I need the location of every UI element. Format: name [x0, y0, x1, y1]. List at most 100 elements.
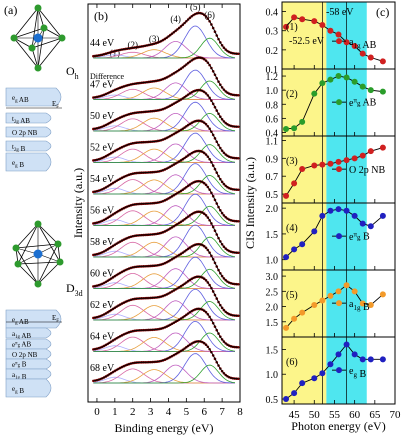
series-marker: [343, 207, 350, 214]
series-marker: [291, 125, 298, 132]
series-marker: [319, 80, 326, 87]
spectrum-energy-label: 62 eV: [90, 300, 115, 311]
energy-level-label: eπg B: [12, 361, 27, 369]
series-marker: [327, 292, 334, 299]
total-fit-line: [93, 12, 239, 57]
data-point: [236, 156, 240, 160]
data-point: [236, 52, 240, 56]
difference-label: Difference: [90, 72, 125, 81]
fermi-level-label: EF: [52, 314, 59, 324]
spectrum-energy-label: 68 eV: [90, 363, 115, 374]
series-marker: [367, 302, 374, 309]
energy-level-label: eg B: [12, 159, 24, 169]
y-tick-label: 0.8: [266, 100, 279, 111]
series-marker: [343, 341, 350, 348]
oxygen-atom: [34, 4, 42, 12]
energy-level-shape: [5, 327, 52, 339]
panel-a-label: (a): [4, 3, 17, 17]
y-tick-label: 2.5: [266, 287, 279, 298]
legend-label: eπg AB: [349, 97, 377, 110]
series-marker: [367, 148, 374, 155]
spectrum-group: 62 eV: [90, 275, 240, 321]
spectrum-energy-label: 54 eV: [90, 174, 115, 185]
octahedron-edge: [15, 243, 59, 249]
panel-c-label: (c): [376, 5, 389, 19]
series-marker: [359, 356, 366, 363]
series-marker: [311, 375, 318, 382]
series-marker: [351, 43, 358, 50]
series-marker: [311, 302, 318, 309]
energy-level-shape: [5, 152, 52, 172]
spectrum-group: 56 eV: [90, 179, 240, 226]
energy-level-label: a1g B: [12, 371, 27, 381]
octahedron-oh: [10, 4, 66, 72]
series-marker: [335, 31, 342, 38]
legend-label: O 2p NB: [349, 165, 385, 176]
series-marker: [335, 206, 342, 213]
series-marker: [359, 300, 366, 307]
energy-level-label: eg B: [12, 385, 24, 395]
fit-component-6: [93, 112, 236, 132]
x-tick-label: 45: [289, 409, 301, 421]
x-tick-label: 2: [130, 406, 136, 418]
fit-component-6: [93, 80, 236, 100]
energy-level-shape: [5, 112, 52, 124]
fit-component-5: [93, 101, 235, 132]
series-marker: [319, 21, 326, 28]
peak-label: (5): [190, 2, 201, 12]
octahedron-edge: [17, 223, 39, 265]
x-tick-label: 7: [219, 406, 225, 418]
y-tick-label: 3.0: [266, 272, 279, 283]
fit-component-6: [93, 364, 236, 384]
total-fit-line: [93, 89, 239, 130]
peak-label: (1): [110, 48, 121, 58]
series-marker: [319, 370, 326, 377]
series-marker: [283, 192, 290, 199]
series-marker: [359, 152, 366, 159]
oxygen-atom: [10, 34, 18, 42]
legend-label: a1g B: [349, 299, 370, 313]
legend-label: a1g AB: [349, 37, 377, 51]
series-marker: [367, 223, 374, 230]
subplot-tag: (4): [286, 223, 298, 234]
series-marker: [335, 351, 342, 358]
energy-level-label: t2g AB: [12, 115, 30, 125]
total-fit-line: [93, 276, 239, 319]
data-point: [236, 93, 240, 97]
series-marker: [327, 361, 334, 368]
series-marker: [327, 160, 334, 167]
oxygen-atom: [34, 280, 42, 288]
series-marker: [379, 144, 386, 151]
legend-marker: [336, 233, 342, 240]
total-fit-line: [93, 243, 239, 287]
spectrum-energy-label: 44 eV: [90, 38, 115, 49]
series-marker: [327, 27, 334, 34]
series-marker: [319, 161, 326, 168]
annotation-52-5: -52.5 eV: [289, 36, 325, 47]
x-tick-label: 1: [112, 406, 118, 418]
x-axis-label: Binding energy (eV): [114, 421, 213, 435]
fit-component-1: [93, 345, 235, 352]
octahedron-edge: [37, 223, 61, 263]
series-marker: [291, 390, 298, 397]
series-marker: [359, 220, 366, 227]
energy-level-shape: [5, 378, 52, 398]
y-tick-label: 0.4: [266, 8, 279, 19]
oxygen-atom: [12, 244, 20, 252]
series-marker: [379, 291, 386, 298]
series-marker: [283, 324, 290, 331]
energy-level-shape: [5, 140, 52, 152]
total-fit-line: [93, 120, 239, 161]
series-marker: [283, 23, 290, 30]
series-marker: [299, 309, 306, 316]
data-point: [236, 345, 240, 349]
spectrum-group: 54 eV: [90, 149, 240, 195]
spectrum-energy-label: 60 eV: [90, 269, 115, 280]
series-marker: [311, 18, 318, 25]
total-fit-line: [93, 150, 239, 193]
total-fit-line: [93, 308, 239, 350]
x-tick-label: 55: [329, 409, 341, 421]
series-marker: [351, 351, 358, 358]
oxygen-atom: [28, 44, 36, 52]
